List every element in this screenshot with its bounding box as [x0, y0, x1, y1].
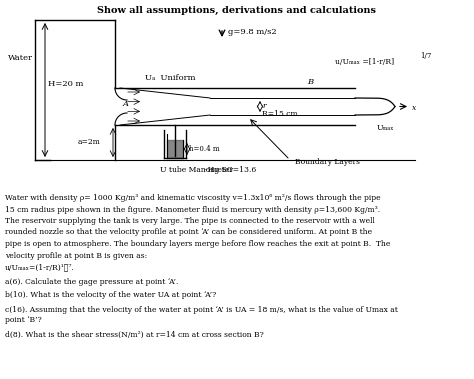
- Text: 1/7: 1/7: [420, 52, 431, 60]
- Text: d(8). What is the shear stress(N/m²) at r=14 cm at cross section B?: d(8). What is the shear stress(N/m²) at …: [5, 330, 264, 338]
- Text: R=15 cm: R=15 cm: [262, 111, 298, 119]
- Text: Show all assumptions, derivations and calculations: Show all assumptions, derivations and ca…: [98, 6, 376, 15]
- Text: g=9.8 m/s2: g=9.8 m/s2: [228, 28, 277, 36]
- Text: The reservoir supplying the tank is very large. The pipe is connected to the res: The reservoir supplying the tank is very…: [5, 217, 375, 225]
- Text: 15 cm radius pipe shown in the figure. Manometer fluid is mercury with density ρ: 15 cm radius pipe shown in the figure. M…: [5, 205, 380, 213]
- Text: u/Uₘₐₓ =[1-r/R]: u/Uₘₐₓ =[1-r/R]: [335, 58, 394, 66]
- Text: c(16). Assuming that the velocity of the water at point ‘A’ is UA = 18 m/s, what: c(16). Assuming that the velocity of the…: [5, 305, 398, 313]
- Text: -Hg SG=13.6: -Hg SG=13.6: [205, 166, 256, 174]
- Text: a(6). Calculate the gage pressure at point ‘A’.: a(6). Calculate the gage pressure at poi…: [5, 277, 178, 285]
- Text: H=20 m: H=20 m: [48, 80, 83, 88]
- Text: B: B: [307, 78, 313, 86]
- Text: pipe is open to atmosphere. The boundary layers merge before flow reaches the ex: pipe is open to atmosphere. The boundary…: [5, 240, 391, 248]
- Text: a=2m: a=2m: [78, 138, 101, 147]
- Text: A: A: [123, 100, 129, 108]
- Text: Water: Water: [8, 54, 33, 62]
- Text: Uₐ  Uniform: Uₐ Uniform: [145, 74, 195, 82]
- Text: rounded nozzle so that the velocity profile at point ‘A’ can be considered unifo: rounded nozzle so that the velocity prof…: [5, 229, 372, 236]
- Text: point ‘B’?: point ‘B’?: [5, 316, 42, 324]
- Text: velocity profile at point B is given as:: velocity profile at point B is given as:: [5, 252, 147, 260]
- Text: Boundary Layers: Boundary Layers: [295, 158, 360, 166]
- Text: b(10). What is the velocity of the water UA at point ‘A’?: b(10). What is the velocity of the water…: [5, 291, 216, 299]
- Text: x: x: [412, 103, 416, 111]
- Text: Uₘₐₓ: Uₘₐₓ: [376, 124, 394, 133]
- Text: U tube Manometer: U tube Manometer: [160, 166, 233, 174]
- Text: r: r: [262, 102, 265, 110]
- Text: h=0.4 m: h=0.4 m: [189, 145, 219, 153]
- Text: Water with density ρ= 1000 Kg/m³ and kinematic viscosity v=1.3x10⁶ m²/s flows th: Water with density ρ= 1000 Kg/m³ and kin…: [5, 194, 381, 202]
- Text: u/Uₘₐₓ=(1-r/R)¹ᐟ⁷.: u/Uₘₐₓ=(1-r/R)¹ᐟ⁷.: [5, 263, 75, 271]
